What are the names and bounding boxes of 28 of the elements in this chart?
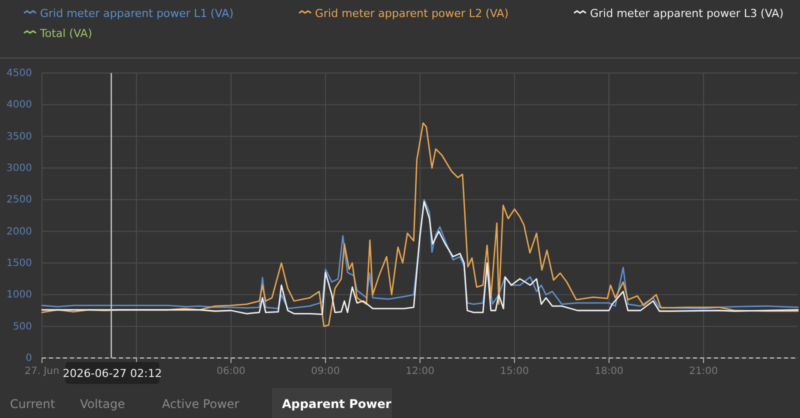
legend-label: Grid meter apparent power L3 (VA): [590, 7, 784, 20]
legend-label: Total (VA): [39, 27, 92, 40]
x-tick-label: 18:00: [594, 366, 624, 377]
y-tick-label: 0: [26, 353, 32, 364]
text: Active Power: [162, 397, 240, 411]
text: Apparent Power: [282, 397, 392, 411]
x-tick-label: 12:00: [406, 366, 434, 377]
x-tick-label: 27. Jun: [24, 366, 60, 377]
tooltip-box: 2026-06-27 02:12: [62, 362, 162, 384]
y-tick-label: 3000: [6, 163, 32, 174]
y-tick-label: 2500: [6, 194, 32, 206]
y-tick-label: 4500: [6, 68, 32, 79]
x-tick-label: 15:00: [500, 366, 529, 377]
text: Current: [10, 397, 56, 411]
x-tick-label: 21:00: [689, 366, 718, 377]
legend-label: Grid meter apparent power L1 (VA): [40, 7, 234, 20]
x-tick-label: 06:00: [216, 366, 246, 377]
y-tick-label: 3500: [6, 131, 32, 142]
y-tick-label: 1500: [6, 258, 32, 269]
legend-label: Grid meter apparent power L2 (VA): [315, 7, 508, 20]
line-series: [41, 122, 799, 328]
text: Voltage: [80, 397, 126, 411]
y-tick-label: 1000: [6, 290, 32, 301]
ref-line-label: 2026-06-27 02:12: [62, 367, 162, 380]
x-tick-label: 09:00: [311, 366, 340, 377]
y-tick-label: 500: [12, 321, 32, 332]
y-tick-label: 2000: [6, 226, 32, 238]
y-tick-label: 4000: [6, 100, 32, 111]
